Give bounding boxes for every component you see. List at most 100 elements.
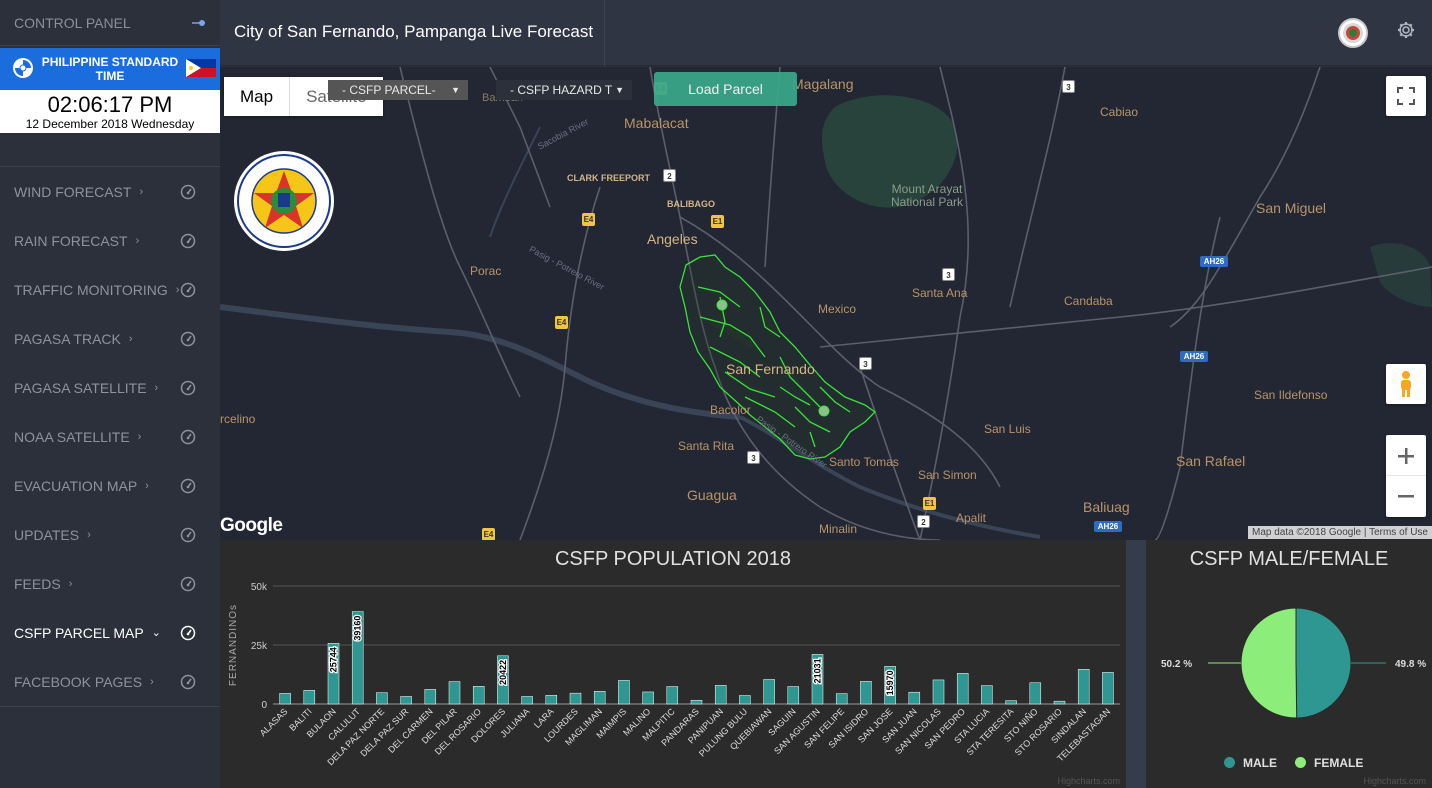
sidebar-item-updates[interactable]: UPDATES › xyxy=(0,510,220,559)
bar-sindalan xyxy=(1077,669,1090,705)
route-shield-e4: E4 xyxy=(582,213,595,226)
route-shield-ah26: AH26 xyxy=(1180,351,1208,362)
gender-chart-svg: 50.2 % 49.8 % xyxy=(1161,607,1426,719)
dashboard-icon xyxy=(180,674,196,693)
map-label-angeles: Angeles xyxy=(647,231,698,247)
sidebar-item-feeds[interactable]: FEEDS › xyxy=(0,559,220,608)
parcel-select[interactable]: - CSFP PARCEL- ▼ xyxy=(328,80,468,100)
route-shield-2: 2 xyxy=(663,169,676,182)
bar-pandaras xyxy=(690,699,703,705)
bar-juliana xyxy=(521,696,533,705)
route-shield-e1: E1 xyxy=(711,215,724,228)
dashboard-icon xyxy=(180,331,196,350)
route-shield-3: 3 xyxy=(942,268,955,281)
population-chart-title: CSFP POPULATION 2018 xyxy=(554,548,791,570)
data-label: 21031 xyxy=(813,658,823,683)
sidebar-item-label: PAGASA TRACK xyxy=(14,330,121,347)
legend-item-female[interactable]: FEMALE xyxy=(1295,756,1363,770)
chevron-right-icon: › xyxy=(154,381,159,394)
data-label: 39160 xyxy=(353,616,363,641)
map-type-map-button[interactable]: Map xyxy=(224,77,291,116)
fullscreen-icon xyxy=(1397,87,1415,105)
bar-malino xyxy=(642,691,654,705)
fullscreen-button[interactable] xyxy=(1386,76,1426,116)
map-label-arayat: Mount Arayat National Park xyxy=(891,182,964,209)
sidebar-item-csfp-parcel-map[interactable]: CSFP PARCEL MAP ⌄ xyxy=(0,608,220,657)
map-label-minalin: Minalin xyxy=(819,522,858,536)
route-shield-e4: E4 xyxy=(555,316,568,329)
route-shield-3: 3 xyxy=(859,357,872,370)
gender-chart-title: CSFP MALE/FEMALE xyxy=(1189,548,1389,570)
bar-magliman xyxy=(593,691,606,705)
bar-bulaon xyxy=(327,642,340,705)
pst-label: PHILIPPINE STANDARD TIME xyxy=(41,55,179,83)
y-tick-label: 25k xyxy=(251,641,268,652)
chevron-down-icon: ⌄ xyxy=(151,627,161,639)
bar-san-felipe xyxy=(835,693,848,705)
sidebar-item-label: NOAA SATELLITE xyxy=(14,428,130,445)
population-chart-svg: 025k50kFERNANDINOsALASASBALITIBULAON2574… xyxy=(228,582,1120,767)
sidebar-item-rain-forecast[interactable]: RAIN FORECAST › xyxy=(0,216,220,265)
zoom-in-button[interactable] xyxy=(1386,436,1426,476)
bar-san-isidro xyxy=(860,681,872,705)
sidebar-item-facebook-pages[interactable]: FACEBOOK PAGES › xyxy=(0,657,220,706)
map-background xyxy=(220,67,1432,540)
zoom-out-button[interactable] xyxy=(1386,476,1426,516)
caret-down-icon: ▼ xyxy=(615,85,624,95)
gender-pie-chart: CSFP MALE/FEMALE 50.2 % 49.8 % MALE FEMAL… xyxy=(1146,540,1432,788)
bar-telebastagan xyxy=(1102,672,1114,705)
sidebar-item-label: UPDATES xyxy=(14,526,80,543)
bar-dela-paz-sur xyxy=(400,696,412,705)
dashboard-icon xyxy=(180,380,196,399)
sidebar-item-traffic-monitoring[interactable]: TRAFFIC MONITORING › xyxy=(0,265,220,314)
chevron-right-icon: › xyxy=(68,577,73,590)
dashboard-icon xyxy=(180,625,196,644)
map-label-santa-ana: Santa Ana xyxy=(912,286,968,300)
sidebar-item-noaa-satellite[interactable]: NOAA SATELLITE › xyxy=(0,412,220,461)
map-label-mexico: Mexico xyxy=(818,302,857,316)
legend-item-male[interactable]: MALE xyxy=(1224,756,1277,770)
sidebar-item-wind-forecast[interactable]: WIND FORECAST › xyxy=(0,167,220,216)
pie-slice-female[interactable] xyxy=(1240,607,1298,719)
map-label-magalang: Magalang xyxy=(792,76,854,92)
toggle-icon[interactable] xyxy=(192,14,206,32)
city-seal-logo xyxy=(232,149,336,258)
bar-sto-niño xyxy=(1029,682,1042,705)
pie-slice-male[interactable] xyxy=(1295,607,1352,719)
bar-san-pedro xyxy=(956,673,969,705)
caret-down-icon: ▼ xyxy=(451,85,460,95)
map-label-baliuag: Baliuag xyxy=(1083,499,1130,515)
hazard-select[interactable]: - CSFP HAZARD T ▼ xyxy=(496,80,632,100)
bar-calulut xyxy=(351,611,364,705)
sidebar-item-label: PAGASA SATELLITE xyxy=(14,379,147,396)
street-view-pegman[interactable] xyxy=(1386,364,1426,404)
load-parcel-button[interactable]: Load Parcel xyxy=(654,72,797,106)
highcharts-credit[interactable]: Highcharts.com xyxy=(1363,776,1426,786)
dashboard-icon xyxy=(180,429,196,448)
sidebar-item-evacuation-map[interactable]: EVACUATION MAP › xyxy=(0,461,220,510)
map-label-mabalacat: Mabalacat xyxy=(624,115,689,131)
sidebar-item-pagasa-track[interactable]: PAGASA TRACK › xyxy=(0,314,220,363)
top-header: City of San Fernando, Pampanga Live Fore… xyxy=(220,0,1432,66)
city-seal-avatar[interactable] xyxy=(1338,18,1368,48)
chevron-right-icon: › xyxy=(145,479,149,492)
sidebar-item-pagasa-satellite[interactable]: PAGASA SATELLITE › xyxy=(0,363,220,412)
gear-icon[interactable] xyxy=(1396,20,1416,45)
bar-sto-rosario xyxy=(1053,700,1066,705)
pegman-icon xyxy=(1401,371,1411,397)
map-label-bacolor: Bacolor xyxy=(710,403,751,417)
map-label-cabiao: Cabiao xyxy=(1100,105,1139,119)
x-tick-label: ALASAS xyxy=(258,706,290,738)
sidebar-header: CONTROL PANEL xyxy=(0,0,220,46)
sidebar-item-label: RAIN FORECAST xyxy=(14,232,128,249)
map-label-santa-rita: Santa Rita xyxy=(678,439,735,453)
bar-alasas xyxy=(279,693,291,705)
map-label-san-fernando: San Fernando xyxy=(726,361,815,377)
map-attribution[interactable]: Map data ©2018 Google | Terms of Use xyxy=(1248,526,1432,539)
page-title: City of San Fernando, Pampanga Live Fore… xyxy=(234,22,594,41)
pst-logo-icon xyxy=(12,57,34,82)
sidebar-item-label: CSFP PARCEL MAP xyxy=(14,624,144,641)
parcel-map[interactable]: Magalang Bamban Mabalacat Cabiao CLARK F… xyxy=(220,67,1432,540)
highcharts-credit[interactable]: Highcharts.com xyxy=(1057,776,1120,786)
map-label-porac: Porac xyxy=(470,264,502,278)
